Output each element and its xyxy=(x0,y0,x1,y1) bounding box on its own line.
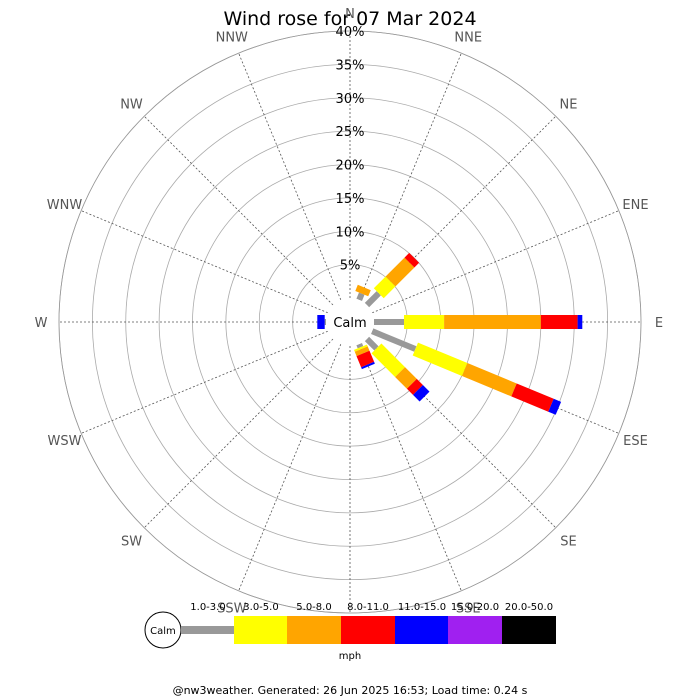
bar-ne-5.0-8.0 xyxy=(385,257,415,287)
bar-se-5.0-8.0 xyxy=(395,367,417,389)
dir-label-sw: SW xyxy=(121,534,142,549)
dir-label-w: W xyxy=(35,316,48,331)
bar-e-8.0-11.0 xyxy=(540,315,578,329)
bar-ne-1.0-3.0 xyxy=(364,291,381,308)
dir-label-ne: NE xyxy=(560,98,578,113)
legend-swatch-15.0-20.0 xyxy=(448,616,502,644)
legend-label-5.0-8.0: 5.0-8.0 xyxy=(296,602,331,613)
spoke-sw xyxy=(143,338,334,529)
dir-label-n: N xyxy=(345,7,355,22)
bar-ne-8.0-11.0 xyxy=(404,252,420,268)
legend-unit: mph xyxy=(339,651,361,662)
bar-se-3.0-5.0 xyxy=(371,343,405,377)
dir-label-wsw: WSW xyxy=(48,434,82,449)
chart-title: Wind rose for 07 Mar 2024 xyxy=(223,8,476,30)
legend-swatch-5.0-8.0 xyxy=(287,616,341,644)
dir-label-se: SE xyxy=(560,534,576,549)
bar-sse-8.0-11.0 xyxy=(356,350,375,368)
ring-label-15: 15% xyxy=(336,192,365,207)
spoke-sse xyxy=(358,344,462,592)
legend-items: 1.0-3.0 3.0-5.0 5.0-8.0 8.0-11.0 11.0-15.0 15… xyxy=(181,602,556,644)
bar-e-5.0-8.0 xyxy=(444,315,541,329)
ring-label-30: 30% xyxy=(336,92,365,107)
legend-swatch-8.0-11.0 xyxy=(341,616,395,644)
legend-label-20.0-50.0: 20.0-50.0 xyxy=(505,602,553,613)
spoke-nw xyxy=(143,115,334,306)
dir-label-nw: NW xyxy=(120,98,143,113)
ring-label-40: 40% xyxy=(336,25,365,40)
bar-sse-5.0-8.0 xyxy=(354,346,370,357)
spoke-nnw xyxy=(238,52,342,300)
bar-w-11.0-15.0 xyxy=(317,315,325,329)
bar-w-1.0-3.0 xyxy=(324,319,326,325)
wind-bars xyxy=(317,252,583,415)
bar-ese-11.0-15.0 xyxy=(548,398,562,415)
bar-se-11.0-15.0 xyxy=(413,385,430,402)
bar-sse-11.0-15.0 xyxy=(361,361,375,370)
legend-swatch-20.0-50.0 xyxy=(502,616,556,644)
ring-label-10: 10% xyxy=(336,225,365,240)
ring-label-5: 5% xyxy=(340,259,361,274)
dir-label-ese: ESE xyxy=(623,434,648,449)
ring-labels: 5% 10% 15% 20% 25% 30% 35% 40% xyxy=(336,25,365,274)
bar-ese-1.0-3.0 xyxy=(371,328,417,352)
legend-label-3.0-5.0: 3.0-5.0 xyxy=(243,602,278,613)
legend-calm-label: Calm xyxy=(150,626,176,637)
bar-ne-3.0-5.0 xyxy=(373,276,396,299)
bar-sse-1.0-3.0 xyxy=(356,343,364,349)
dir-label-nnw: NNW xyxy=(216,31,248,46)
spoke-wsw xyxy=(80,330,328,434)
legend-label-1.0-3.0: 1.0-3.0 xyxy=(190,602,225,613)
bar-ese-5.0-8.0 xyxy=(462,363,517,397)
spoke-nne xyxy=(358,52,462,300)
dir-label-ssw: SSW xyxy=(217,601,247,616)
spoke-ene xyxy=(372,210,620,314)
ring-label-35: 35% xyxy=(336,58,365,73)
footer-text: @nw3weather. Generated: 26 Jun 2025 16:5… xyxy=(173,684,528,697)
direction-labels: NNNENEENEEESESESSESSSWSWWSWWWNWNWNNW xyxy=(35,7,664,640)
dir-label-wnw: WNW xyxy=(47,198,83,213)
bar-se-8.0-11.0 xyxy=(406,378,423,395)
legend-swatch-3.0-5.0 xyxy=(234,616,288,644)
legend-label-15.0-20.0: 15.0-20.0 xyxy=(451,602,499,613)
dir-label-sse: SSE xyxy=(456,601,481,616)
ring-label-25: 25% xyxy=(336,125,365,140)
calm-circle xyxy=(326,298,374,346)
bar-e-11.0-15.0 xyxy=(577,315,583,329)
speed-legend: Calm 1.0-3.0 3.0-5.0 5.0-8.0 8.0-11.0 11.0-1… xyxy=(144,602,556,662)
bar-e-3.0-5.0 xyxy=(404,315,445,329)
legend-label-8.0-11.0: 8.0-11.0 xyxy=(347,602,389,613)
bar-ese-8.0-11.0 xyxy=(511,383,554,412)
legend-swatch-1.0-3.0 xyxy=(181,626,234,634)
calm-center: Calm xyxy=(326,298,374,346)
calm-label: Calm xyxy=(333,316,366,331)
dir-label-nne: NNE xyxy=(454,31,482,46)
bar-ese-3.0-5.0 xyxy=(412,342,468,376)
outer-ring xyxy=(58,30,642,614)
spoke-wnw xyxy=(80,210,328,314)
bar-nne-5.0-8.0 xyxy=(355,284,371,297)
dir-label-e: E xyxy=(655,316,663,331)
bar-e-1.0-3.0 xyxy=(374,319,404,325)
ring-label-20: 20% xyxy=(336,159,365,174)
legend-swatch-11.0-15.0 xyxy=(395,616,449,644)
bar-sse-3.0-5.0 xyxy=(354,344,368,352)
dir-label-ene: ENE xyxy=(622,198,648,213)
bar-se-1.0-3.0 xyxy=(364,336,379,351)
bar-nne-1.0-3.0 xyxy=(356,292,365,301)
spoke-ssw xyxy=(238,344,342,592)
legend-label-11.0-15.0: 11.0-15.0 xyxy=(398,602,446,613)
